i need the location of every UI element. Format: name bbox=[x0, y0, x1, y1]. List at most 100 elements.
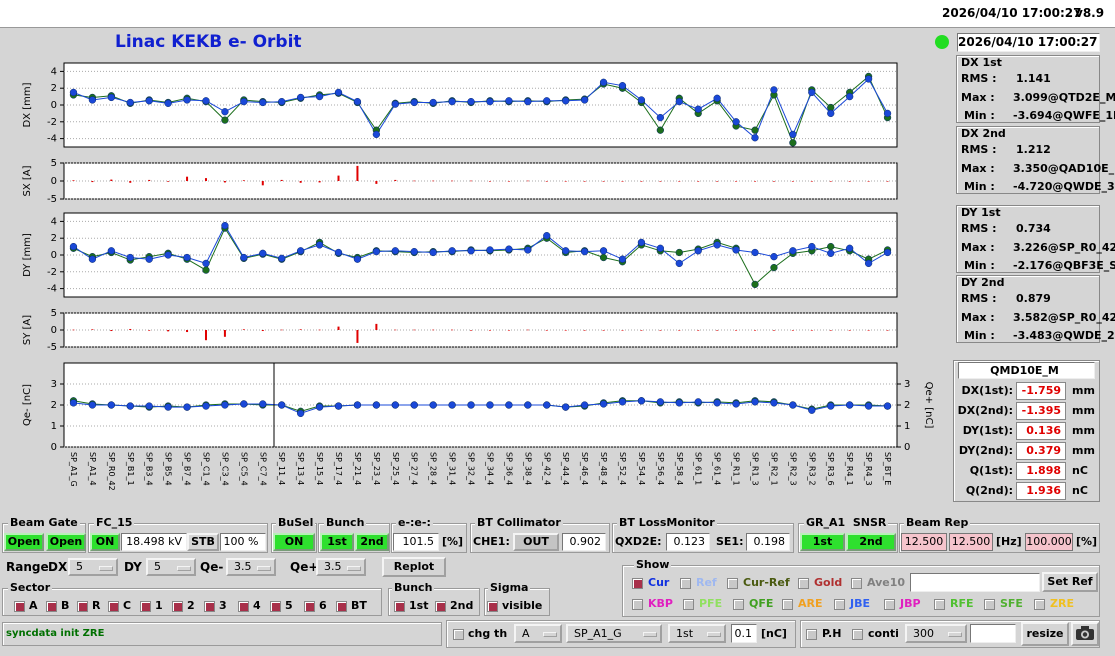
orbit-point bbox=[846, 244, 854, 252]
bar bbox=[621, 330, 624, 331]
resize-button[interactable]: resize bbox=[1021, 622, 1069, 646]
checkbox[interactable] bbox=[172, 601, 183, 612]
group-label: Beam Rep bbox=[904, 516, 971, 529]
bunch-button[interactable]: 1st bbox=[320, 533, 354, 551]
checkbox[interactable] bbox=[806, 629, 817, 640]
gate-button[interactable]: Open bbox=[4, 533, 44, 551]
bunch-dropdown[interactable]: 1st bbox=[668, 624, 726, 643]
conti-label: conti bbox=[868, 627, 899, 640]
x-tick-label: SP_R4_1 bbox=[845, 452, 854, 486]
checkbox[interactable] bbox=[1034, 599, 1045, 610]
range-dropdown[interactable]: 5 bbox=[68, 558, 118, 576]
loss-value: 0.198 bbox=[746, 533, 790, 551]
checkbox[interactable] bbox=[204, 601, 215, 612]
camera-button[interactable] bbox=[1071, 622, 1099, 646]
checkbox[interactable] bbox=[834, 599, 845, 610]
checkbox[interactable] bbox=[140, 601, 151, 612]
orbit-point bbox=[372, 130, 381, 139]
mode-dropdown[interactable]: A bbox=[514, 624, 562, 643]
orbit-point bbox=[808, 242, 816, 251]
x-tick-label: SP_28_4 bbox=[429, 452, 438, 485]
checkbox[interactable] bbox=[798, 578, 809, 589]
bunch-button[interactable]: 2nd bbox=[355, 533, 389, 551]
checkbox[interactable] bbox=[852, 629, 863, 640]
checkbox[interactable] bbox=[270, 601, 281, 612]
threshold-field[interactable]: 0.1 bbox=[731, 624, 757, 643]
orbit-point bbox=[864, 402, 873, 410]
orbit-point bbox=[713, 241, 721, 249]
checkbox[interactable] bbox=[77, 601, 88, 612]
checkbox[interactable] bbox=[727, 578, 738, 589]
set-ref-button[interactable]: Set Ref bbox=[1042, 572, 1098, 592]
orbit-point bbox=[88, 96, 97, 104]
checkbox[interactable] bbox=[435, 601, 446, 612]
orbit-point bbox=[486, 401, 494, 409]
orbit-point bbox=[543, 232, 551, 240]
gr-button[interactable]: 2nd bbox=[846, 533, 896, 551]
x-tick-label: SP_R1_3 bbox=[751, 452, 760, 486]
bar bbox=[432, 329, 435, 331]
bar bbox=[640, 181, 643, 182]
checkbox[interactable] bbox=[680, 578, 691, 589]
orbit-point bbox=[126, 253, 134, 262]
ref-field[interactable] bbox=[910, 573, 1040, 592]
group-label: Bunch bbox=[324, 516, 367, 529]
range-dropdown[interactable]: 3.5 bbox=[316, 558, 366, 576]
orbit-point bbox=[562, 247, 570, 255]
checkbox[interactable] bbox=[394, 601, 405, 612]
checkbox[interactable] bbox=[934, 599, 945, 610]
group-label: Show bbox=[634, 558, 672, 571]
point-unit: nC bbox=[1072, 484, 1088, 497]
checkbox[interactable] bbox=[14, 601, 25, 612]
bar bbox=[678, 181, 681, 182]
bar bbox=[110, 330, 113, 332]
count-dropdown[interactable]: 300 bbox=[905, 624, 967, 643]
fc-state[interactable]: ON bbox=[90, 533, 120, 551]
checkbox[interactable] bbox=[108, 601, 119, 612]
orbit-point bbox=[486, 246, 494, 254]
orbit-point bbox=[751, 134, 759, 142]
replot-button[interactable]: Replot bbox=[382, 557, 446, 577]
orbit-point bbox=[183, 96, 191, 104]
show-label: Ave10 bbox=[867, 576, 906, 589]
checkbox[interactable] bbox=[453, 629, 464, 640]
checkbox[interactable] bbox=[733, 599, 744, 610]
loss-value: 0.123 bbox=[666, 533, 710, 551]
checkbox[interactable] bbox=[487, 601, 498, 612]
checkbox[interactable] bbox=[304, 601, 315, 612]
checkbox[interactable] bbox=[782, 599, 793, 610]
count-field[interactable] bbox=[970, 624, 1016, 643]
fc-mode[interactable]: STB bbox=[187, 533, 219, 551]
checkbox[interactable] bbox=[238, 601, 249, 612]
gate-button[interactable]: Open bbox=[46, 533, 86, 551]
bar bbox=[640, 330, 643, 331]
orbit-point bbox=[637, 397, 646, 405]
checkbox[interactable] bbox=[884, 599, 895, 610]
bar bbox=[772, 330, 775, 331]
x-tick-label: SP_R3_6 bbox=[826, 452, 835, 486]
bar bbox=[488, 181, 491, 182]
collimator-state[interactable]: OUT bbox=[513, 533, 559, 551]
x-tick-label: SP_R3_2 bbox=[807, 452, 816, 486]
bar bbox=[867, 330, 870, 331]
checkbox[interactable] bbox=[336, 601, 347, 612]
checkbox[interactable] bbox=[683, 599, 694, 610]
bpm-dropdown[interactable]: SP_A1_G bbox=[566, 624, 662, 643]
group-label: FC_15 bbox=[94, 516, 135, 529]
busel-state[interactable]: ON bbox=[273, 533, 315, 551]
y-tick-label: 0 bbox=[51, 442, 57, 453]
checkbox[interactable] bbox=[984, 599, 995, 610]
checkbox[interactable] bbox=[632, 578, 643, 589]
y-tick-label: 0 bbox=[51, 325, 57, 336]
gr-button[interactable]: 1st bbox=[800, 533, 845, 551]
min-value: -3.483@QWDE_2M bbox=[1013, 329, 1115, 342]
checkbox[interactable] bbox=[46, 601, 57, 612]
y-tick-label: 0 bbox=[51, 250, 57, 261]
loss-name: SE1: bbox=[716, 535, 744, 548]
checkbox[interactable] bbox=[632, 599, 643, 610]
orbit-point bbox=[637, 96, 646, 104]
orbit-point bbox=[164, 251, 172, 259]
range-dropdown[interactable]: 3.5 bbox=[226, 558, 276, 576]
checkbox[interactable] bbox=[851, 578, 862, 589]
range-dropdown[interactable]: 5 bbox=[146, 558, 196, 576]
